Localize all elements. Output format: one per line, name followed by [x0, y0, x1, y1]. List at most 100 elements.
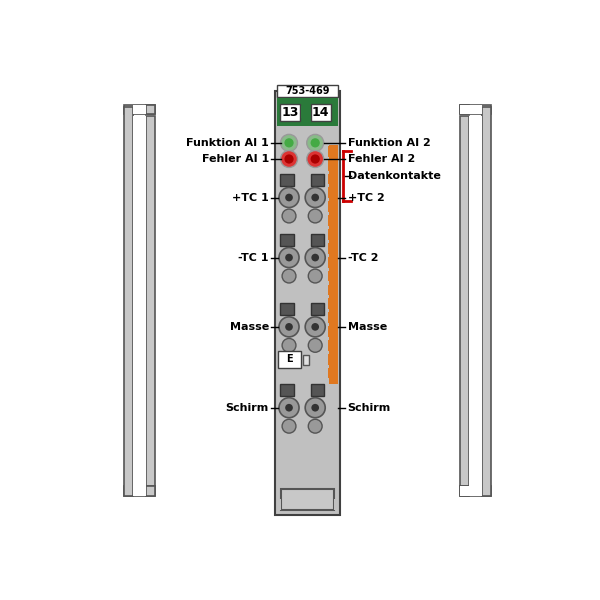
Circle shape	[307, 151, 323, 167]
Bar	[280, 384, 293, 396]
Circle shape	[282, 338, 296, 352]
Text: +TC 1: +TC 1	[232, 193, 269, 203]
Circle shape	[308, 209, 322, 223]
Circle shape	[279, 317, 299, 337]
Bar	[328, 312, 332, 323]
Bar	[311, 173, 325, 186]
Bar	[460, 105, 482, 115]
Circle shape	[279, 187, 299, 208]
Bar	[280, 233, 293, 246]
Bar	[281, 488, 334, 510]
Bar	[124, 486, 155, 496]
Bar	[328, 173, 332, 184]
Bar	[275, 91, 340, 515]
Bar	[328, 326, 332, 337]
Bar	[328, 202, 332, 212]
Bar	[311, 303, 325, 316]
Circle shape	[284, 138, 293, 148]
Bar	[328, 215, 332, 226]
Bar	[460, 105, 469, 115]
Bar	[328, 340, 332, 351]
Circle shape	[282, 209, 296, 223]
Bar	[311, 104, 331, 121]
Text: Funktion AI 1: Funktion AI 1	[186, 138, 269, 148]
Bar	[460, 116, 469, 486]
Circle shape	[311, 404, 319, 412]
Text: Masse: Masse	[347, 322, 387, 332]
Circle shape	[285, 194, 293, 202]
Circle shape	[305, 248, 325, 268]
Bar	[328, 243, 332, 254]
Bar	[133, 116, 146, 486]
Bar	[277, 85, 338, 97]
Bar	[280, 303, 293, 316]
Bar	[328, 271, 332, 281]
Text: 753-469: 753-469	[285, 86, 330, 96]
Text: +TC 2: +TC 2	[347, 193, 384, 203]
Circle shape	[311, 154, 320, 164]
Circle shape	[282, 269, 296, 283]
Bar	[328, 229, 332, 240]
Circle shape	[282, 419, 296, 433]
Bar	[133, 105, 146, 115]
Circle shape	[305, 317, 325, 337]
Text: E: E	[286, 354, 293, 364]
Bar	[133, 486, 146, 496]
Circle shape	[308, 269, 322, 283]
Bar	[301, 106, 309, 118]
Text: -TC 1: -TC 1	[239, 253, 269, 263]
Bar	[328, 298, 332, 309]
Circle shape	[305, 398, 325, 418]
Bar	[460, 486, 491, 496]
Bar	[460, 105, 491, 115]
Text: Schirm: Schirm	[226, 403, 269, 413]
Circle shape	[285, 323, 293, 331]
Text: Datenkontakte: Datenkontakte	[347, 171, 440, 181]
Circle shape	[311, 254, 319, 262]
Bar	[146, 105, 155, 115]
Bar	[311, 384, 325, 396]
Text: Funktion AI 2: Funktion AI 2	[347, 138, 430, 148]
Circle shape	[281, 134, 298, 151]
Circle shape	[279, 248, 299, 268]
Circle shape	[285, 404, 293, 412]
Bar	[328, 187, 332, 198]
Bar	[124, 107, 133, 496]
Bar	[329, 145, 338, 384]
Text: 14: 14	[312, 106, 329, 119]
Circle shape	[311, 323, 319, 331]
Bar	[328, 146, 332, 157]
Text: Fehler AI 1: Fehler AI 1	[202, 154, 269, 164]
Text: Masse: Masse	[230, 322, 269, 332]
Bar	[328, 160, 332, 170]
Bar	[328, 257, 332, 268]
Bar	[469, 116, 482, 486]
Text: Schirm: Schirm	[347, 403, 391, 413]
Bar	[328, 284, 332, 295]
Bar	[328, 368, 332, 379]
Bar	[146, 486, 155, 496]
Circle shape	[285, 254, 293, 262]
Bar	[482, 107, 491, 496]
Bar	[146, 116, 155, 486]
Circle shape	[284, 154, 293, 164]
Bar	[460, 486, 469, 496]
Circle shape	[311, 194, 319, 202]
Bar	[124, 105, 155, 115]
Circle shape	[308, 419, 322, 433]
Bar	[328, 354, 332, 365]
Bar	[460, 486, 482, 496]
Circle shape	[307, 134, 323, 151]
Bar	[280, 173, 293, 186]
Circle shape	[308, 338, 322, 352]
Bar	[278, 499, 281, 510]
Circle shape	[279, 398, 299, 418]
Circle shape	[305, 187, 325, 208]
Text: Fehler AI 2: Fehler AI 2	[347, 154, 415, 164]
Circle shape	[281, 151, 298, 167]
Circle shape	[311, 138, 320, 148]
Bar	[280, 104, 300, 121]
Bar	[334, 499, 337, 510]
Text: -TC 2: -TC 2	[347, 253, 378, 263]
Bar	[277, 98, 338, 126]
